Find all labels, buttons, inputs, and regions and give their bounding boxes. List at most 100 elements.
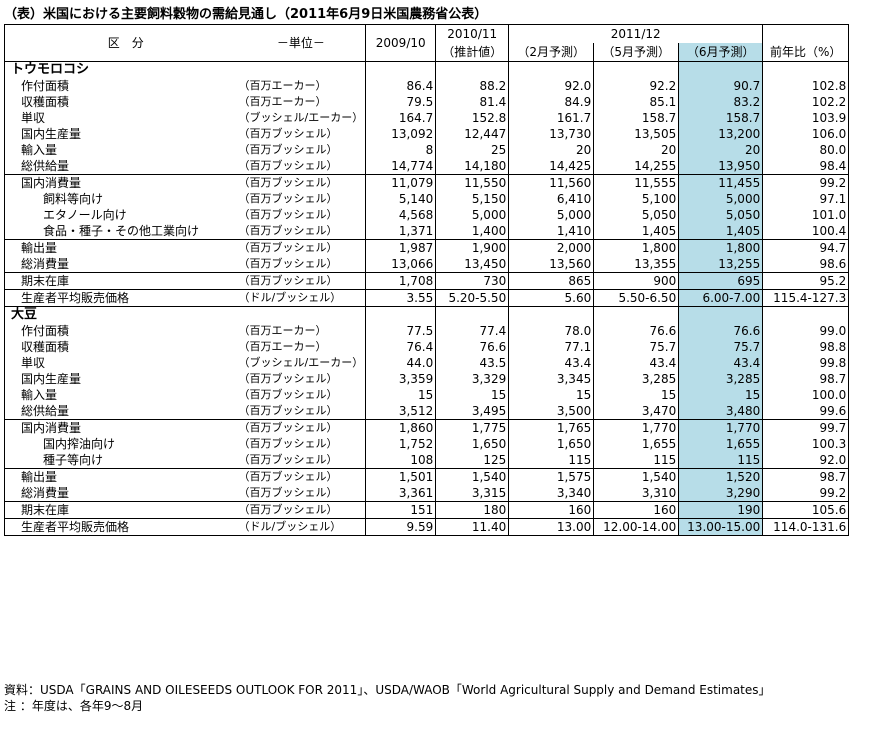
table-row: 輸出量 （百万ブッシェル） 1,501 1,540 1,575 1,540 1,520 98.… <box>4 468 850 485</box>
value-cell: 99.8 <box>762 355 850 371</box>
value-cell: 3,500 <box>508 403 594 420</box>
value-cell: 115 <box>508 452 594 469</box>
header-may: （5月予測） <box>593 43 679 62</box>
row-unit: （ブッシェル/エーカー） <box>238 111 364 124</box>
value-cell: 1,765 <box>508 419 594 436</box>
table-row: 国内消費量 （百万ブッシェル） 11,079 11,550 11,560 11,555 11… <box>4 174 850 191</box>
page-title: （表）米国における主要飼料穀物の需給見通し（2011年6月9日米国農務省公表） <box>4 7 488 22</box>
value-cell: 13,730 <box>508 126 594 142</box>
unit-cell <box>232 306 366 323</box>
value-cell: 13,450 <box>435 256 509 273</box>
row-unit: （百万ブッシェル） <box>238 453 338 466</box>
row-label: 輸出量 <box>4 239 233 256</box>
value-cell: 90.7 <box>678 78 763 94</box>
value-cell: 20 <box>508 142 594 158</box>
value-cell: 3,345 <box>508 371 594 387</box>
value-cell <box>435 306 509 323</box>
value-cell: 1,770 <box>593 419 679 436</box>
value-cell: 12,447 <box>435 126 509 142</box>
value-cell: 3,315 <box>435 485 509 502</box>
table-row: 輸出量 （百万ブッシェル） 1,987 1,900 2,000 1,800 1,800 94.… <box>4 239 850 256</box>
row-label: 総供給量 <box>4 403 233 420</box>
value-cell <box>508 306 594 323</box>
value-cell: 76.6 <box>593 323 679 339</box>
row-label: 単収 <box>4 110 233 126</box>
row-label: 収穫面積 <box>4 94 233 110</box>
value-cell: 100.3 <box>762 436 850 452</box>
row-unit: （百万エーカー） <box>238 324 327 337</box>
value-cell: 3,329 <box>435 371 509 387</box>
value-cell: 94.7 <box>762 239 850 256</box>
value-cell: 14,255 <box>593 158 679 175</box>
header-feb: （2月予測） <box>508 43 594 62</box>
row-label: 食品・種子・その他工業向け <box>4 223 233 240</box>
value-cell: 76.6 <box>678 323 763 339</box>
section-title: トウモロコシ <box>4 61 233 78</box>
value-cell: 105.6 <box>762 501 850 519</box>
value-cell: 11,560 <box>508 174 594 191</box>
value-cell: 1,770 <box>678 419 763 436</box>
value-cell: 1,405 <box>678 223 763 240</box>
value-cell: 92.2 <box>593 78 679 94</box>
value-cell: 84.9 <box>508 94 594 110</box>
row-label: 国内生産量 <box>4 371 233 387</box>
value-cell: 865 <box>508 272 594 290</box>
value-cell: 1,650 <box>435 436 509 452</box>
value-cell: 13,950 <box>678 158 763 175</box>
value-cell: 100.4 <box>762 223 850 240</box>
table-row: 総消費量 （百万ブッシェル） 3,361 3,315 3,340 3,310 3,290 99… <box>4 485 850 502</box>
row-unit: （百万ブッシェル） <box>238 404 338 417</box>
value-cell: 1,405 <box>593 223 679 240</box>
value-cell: 14,180 <box>435 158 509 175</box>
value-cell: 5,150 <box>435 191 509 207</box>
value-cell: 114.0-131.6 <box>762 518 850 536</box>
value-cell: 86.4 <box>365 78 436 94</box>
value-cell: 2,000 <box>508 239 594 256</box>
value-cell: 5,050 <box>593 207 679 223</box>
value-cell: 100.0 <box>762 387 850 403</box>
row-unit: （百万ブッシェル） <box>238 486 338 499</box>
value-cell <box>365 61 436 78</box>
row-unit: （百万ブッシェル） <box>238 257 338 270</box>
value-cell <box>435 61 509 78</box>
value-cell: 98.6 <box>762 256 850 273</box>
header-2011: 2011/12 <box>508 24 763 43</box>
header-jun: （6月予測） <box>678 43 763 62</box>
value-cell: 99.2 <box>762 485 850 502</box>
row-label: 総消費量 <box>4 485 233 502</box>
row-label: 生産者平均販売価格 <box>4 289 233 307</box>
table-row: 作付面積 （百万エーカー） 77.5 77.4 78.0 76.6 76.6 99.0 <box>4 323 850 339</box>
value-cell: 98.7 <box>762 371 850 387</box>
value-cell: 3.55 <box>365 289 436 307</box>
table-row: 国内生産量 （百万ブッシェル） 3,359 3,329 3,345 3,285 3,285 9… <box>4 371 850 387</box>
value-cell: 152.8 <box>435 110 509 126</box>
row-label: 輸入量 <box>4 387 233 403</box>
value-cell: 161.7 <box>508 110 594 126</box>
value-cell: 151 <box>365 501 436 519</box>
row-label: 総供給量 <box>4 158 233 175</box>
value-cell: 5,000 <box>508 207 594 223</box>
header-row: （推計値） （2月予測） （5月予測） （6月予測） 前年比（%） <box>5 43 850 62</box>
table-row: 総供給量 （百万ブッシェル） 3,512 3,495 3,500 3,470 3,480 99… <box>4 403 850 420</box>
value-cell: 99.7 <box>762 419 850 436</box>
value-cell: 3,359 <box>365 371 436 387</box>
value-cell: 13,092 <box>365 126 436 142</box>
value-cell: 11,079 <box>365 174 436 191</box>
row-label: 国内消費量 <box>4 419 233 436</box>
value-cell: 1,708 <box>365 272 436 290</box>
table-row: エタノール向け （百万ブッシェル） 4,568 5,000 5,000 5,050 5,05… <box>4 207 850 223</box>
row-unit: （百万エーカー） <box>238 95 327 108</box>
value-cell: 11,455 <box>678 174 763 191</box>
value-cell: 9.59 <box>365 518 436 536</box>
value-cell: 115 <box>678 452 763 469</box>
value-cell: 13,255 <box>678 256 763 273</box>
value-cell: 12.00-14.00 <box>593 518 679 536</box>
header-kubun: 区 分 <box>4 24 233 62</box>
value-cell: 76.6 <box>435 339 509 355</box>
value-cell <box>678 306 763 323</box>
value-cell: 81.4 <box>435 94 509 110</box>
value-cell: 13,066 <box>365 256 436 273</box>
value-cell: 77.4 <box>435 323 509 339</box>
value-cell: 3,495 <box>435 403 509 420</box>
value-cell: 15 <box>508 387 594 403</box>
